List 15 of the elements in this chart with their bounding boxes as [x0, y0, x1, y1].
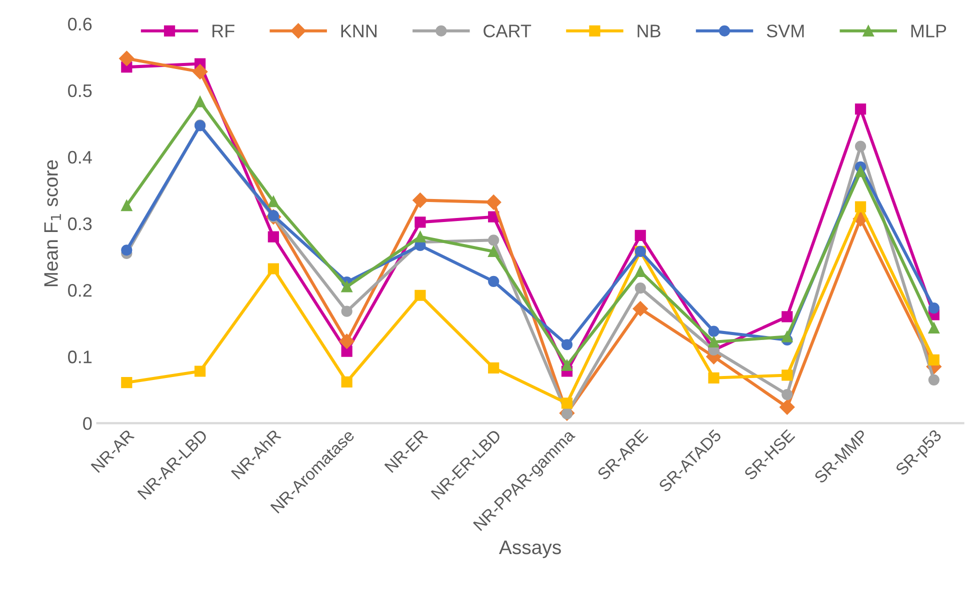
y-tick-label: 0 — [83, 417, 92, 430]
x-axis-title: Assays — [498, 540, 561, 558]
y-tick-label: 0.2 — [68, 284, 92, 297]
y-tick-label: 0.6 — [68, 18, 92, 31]
y-tick-label: 0.1 — [68, 350, 92, 364]
legend-label: SVM — [766, 24, 804, 38]
legend-label: NB — [638, 24, 660, 38]
y-tick-label: 0.3 — [68, 217, 92, 230]
y-tick-label: 0.4 — [68, 150, 92, 164]
legend-label: RF — [212, 24, 234, 38]
legend-label: KNN — [341, 24, 376, 38]
legend-label: MLP — [911, 24, 946, 38]
y-axis-title: Mean F$_{1}$ score — [44, 160, 61, 286]
y-tick-label: 0.5 — [68, 84, 92, 98]
legend-label: CART — [484, 24, 532, 38]
